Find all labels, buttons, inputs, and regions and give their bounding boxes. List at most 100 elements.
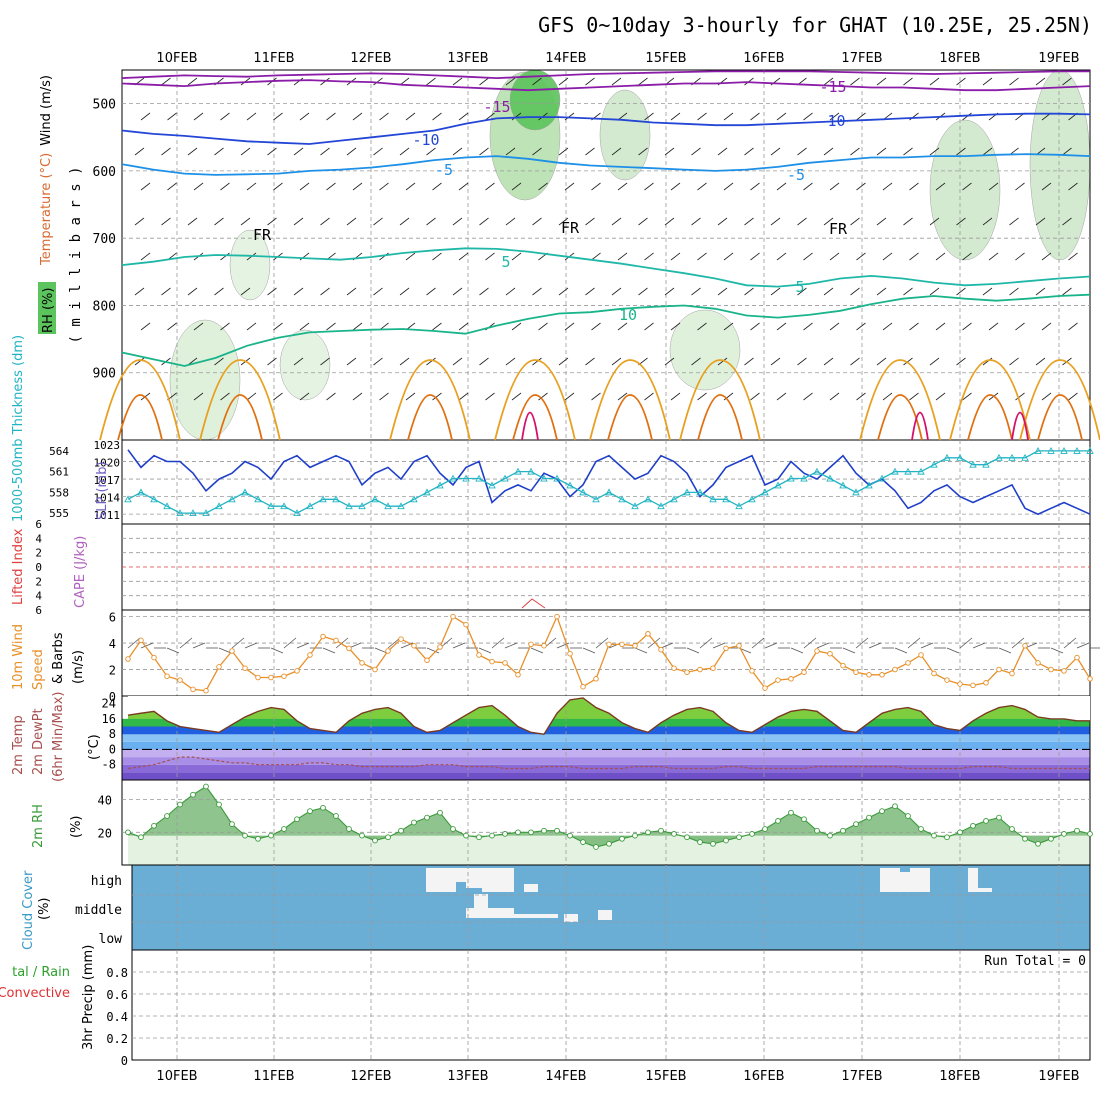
li-tick: 4 (35, 590, 42, 603)
day-label-bottom: 17FEB (841, 1069, 882, 1084)
isotherm-20-6 (877, 394, 923, 441)
precip-tick: 0.8 (106, 966, 128, 980)
wind-barb (1041, 392, 1052, 401)
wind-speed-marker (281, 673, 287, 679)
wind-barb (352, 112, 363, 121)
wind10m-barb (140, 642, 154, 649)
wind-speed-marker (398, 636, 404, 642)
wind-barb (161, 77, 171, 86)
slp-tick: 1017 (94, 474, 121, 487)
wind-barb (935, 182, 946, 191)
wind-barb (326, 112, 336, 121)
wind-barb (511, 322, 522, 331)
isotherm-15-6 (859, 359, 941, 441)
wind-barb (511, 112, 522, 121)
wind-barb (823, 287, 834, 296)
temp-band-4 (122, 741, 1090, 750)
rh-marker (697, 839, 703, 845)
wind-barb (511, 392, 522, 401)
rh-marker (749, 831, 755, 837)
thickness-marker (397, 502, 405, 510)
isotherm-15-0 (99, 359, 181, 441)
wind-barb (797, 287, 807, 296)
rh-clip-top (123, 781, 1089, 836)
rh-marker (437, 809, 443, 816)
wind10m-barb (166, 647, 180, 654)
wind-speed-marker (489, 658, 495, 665)
wind-barb (426, 147, 436, 156)
wind-barb (1062, 287, 1072, 296)
isotherm-20-7 (967, 394, 1013, 441)
cloud-block (474, 894, 488, 908)
thickness-marker (683, 488, 691, 496)
wind-speed-marker (567, 650, 573, 657)
rh-shade-4 (1029, 69, 1091, 261)
thickness-marker (657, 502, 665, 510)
wind-barb (220, 392, 230, 401)
wind-barb (744, 287, 754, 296)
wind-barb (856, 252, 866, 261)
wind-tick: 0 (109, 690, 116, 704)
cloud-block (900, 872, 910, 892)
thickness-marker (878, 474, 886, 482)
wind-barb (776, 182, 787, 191)
thickness-ylabel: 1000-500mb Thickness (dm) (11, 335, 26, 522)
wind-barb (929, 217, 940, 226)
wind-barb (1009, 357, 1019, 366)
thickness-marker (917, 467, 925, 475)
rh-marker (216, 801, 222, 808)
thickness-marker (475, 474, 483, 482)
thickness-marker (124, 495, 132, 503)
wind-barb (564, 112, 575, 121)
run-total-label: Run Total = 0 (984, 954, 1086, 969)
thickness-marker (540, 474, 548, 482)
rh-marker (398, 827, 404, 834)
panel-frame-slp (121, 439, 1091, 525)
rh-marker (580, 839, 586, 845)
wind-barb (829, 182, 840, 191)
thickness-marker (774, 481, 782, 489)
wind-barb (882, 392, 893, 401)
thickness-marker (163, 502, 171, 510)
wind10m-barb (322, 647, 336, 654)
wind-barb (717, 287, 728, 296)
wind-barb (1035, 217, 1046, 226)
panel-frame-precip (131, 949, 1091, 1061)
wind-barb (1015, 322, 1025, 331)
rh-tick: 40 (98, 794, 112, 808)
wind-barb (511, 252, 522, 261)
wind-barb (140, 112, 151, 121)
rh-marker (203, 783, 209, 790)
wind-barb (299, 182, 310, 191)
li-tick: 4 (35, 532, 42, 545)
thickness-marker (410, 495, 418, 503)
thickness-marker (527, 467, 535, 475)
wind-barb (617, 322, 628, 331)
wind-barb (193, 182, 204, 191)
wind-barb (1041, 252, 1052, 261)
wind-barb (479, 77, 489, 86)
wind-barb (1015, 182, 1025, 191)
wind10m-barb (270, 647, 284, 654)
wind10m-barb (998, 647, 1012, 654)
wind10m-barb (790, 647, 804, 654)
rh-shade-7 (229, 229, 271, 301)
wind-barb (829, 322, 840, 331)
wind-barb (638, 287, 648, 296)
wind-barb (379, 392, 389, 401)
wind-tick: 4 (109, 637, 116, 651)
wind-barb (293, 147, 304, 156)
wind10m-barb (452, 642, 466, 649)
wind10m-barb (374, 647, 388, 654)
rh-marker (762, 826, 768, 832)
thickness-marker (254, 495, 262, 503)
wind-barb (876, 147, 887, 156)
wind-barb (744, 217, 754, 226)
li-tick: 0 (35, 561, 42, 574)
wind-barb (664, 287, 675, 296)
rh-shade-8 (279, 329, 331, 401)
wind-speed-marker (931, 670, 937, 677)
wind10m-barb (530, 647, 544, 654)
thickness-marker (761, 488, 769, 496)
thickness-marker (1073, 446, 1081, 454)
